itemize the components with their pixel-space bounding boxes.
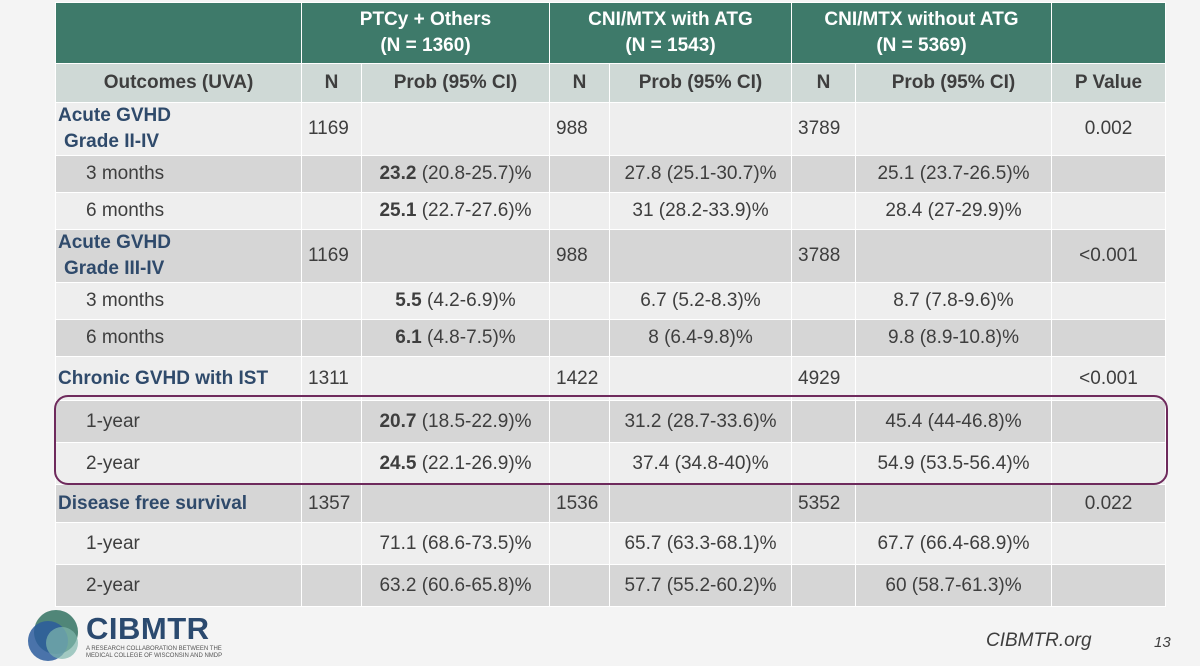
table-row: 3 months 5.5 (4.2-6.9)% 6.7 (5.2-8.3)% 8… xyxy=(55,282,1166,320)
prob-cell: 9.8 (8.9-10.8)% xyxy=(855,319,1052,357)
section-label: Chronic GVHD with IST xyxy=(55,356,302,401)
col-pvalue: P Value xyxy=(1051,63,1166,103)
prob-cell: 60 (58.7-61.3)% xyxy=(855,564,1052,607)
row-label: 3 months xyxy=(55,282,302,320)
group-header-ptcy: PTCy + Others (N = 1360) xyxy=(301,2,550,64)
prob-cell: 67.7 (66.4-68.9)% xyxy=(855,522,1052,565)
p-value: 0.022 xyxy=(1051,484,1166,523)
section-row: Acute GVHD Grade II-IV 1169 988 3789 0.00… xyxy=(55,102,1166,156)
group-header-no-atg: CNI/MTX without ATG (N = 5369) xyxy=(791,2,1052,64)
n-cell: 1169 xyxy=(301,102,362,156)
prob-cell: 8.7 (7.8-9.6)% xyxy=(855,282,1052,320)
n-cell: 1311 xyxy=(301,356,362,401)
row-label: 6 months xyxy=(55,319,302,357)
row-label: 3 months xyxy=(55,155,302,193)
n-cell: 3789 xyxy=(791,102,856,156)
chronic-gvhd-highlight xyxy=(54,395,1168,485)
row-label: 6 months xyxy=(55,192,302,230)
n-cell: 1536 xyxy=(549,484,610,523)
p-value: 0.002 xyxy=(1051,102,1166,156)
col-prob: Prob (95% CI) xyxy=(609,63,792,103)
table-row: 6 months 25.1 (22.7-27.6)% 31 (28.2-33.9… xyxy=(55,192,1166,230)
col-n: N xyxy=(301,63,362,103)
table-row: 1-year 20.7 (18.5-22.9)% 31.2 (28.7-33.6… xyxy=(55,400,1166,443)
prob-cell: 24.5 (22.1-26.9)% xyxy=(361,442,550,485)
group-header-row: PTCy + Others (N = 1360) CNI/MTX with ATG… xyxy=(55,2,1166,64)
header-blank-pvalue xyxy=(1051,2,1166,64)
p-value: <0.001 xyxy=(1051,356,1166,401)
cibmtr-logo-icon xyxy=(28,610,78,661)
page-number: 13 xyxy=(1154,634,1171,651)
prob-cell: 57.7 (55.2-60.2)% xyxy=(609,564,792,607)
n-cell: 1357 xyxy=(301,484,362,523)
prob-cell: 5.5 (4.2-6.9)% xyxy=(361,282,550,320)
prob-cell: 20.7 (18.5-22.9)% xyxy=(361,400,550,443)
logo-name: CIBMTR xyxy=(86,611,210,646)
table-row: 1-year 71.1 (68.6-73.5)% 65.7 (63.3-68.1… xyxy=(55,522,1166,565)
section-label: Acute GVHD Grade III-IV xyxy=(55,229,302,283)
logo-tagline: A research collaboration between the Med… xyxy=(86,646,223,659)
n-cell: 1422 xyxy=(549,356,610,401)
row-label: 2-year xyxy=(55,442,302,485)
prob-cell: 63.2 (60.6-65.8)% xyxy=(361,564,550,607)
n-cell: 3788 xyxy=(791,229,856,283)
section-label: Acute GVHD Grade II-IV xyxy=(55,102,302,156)
col-n: N xyxy=(549,63,610,103)
section-row: Disease free survival 1357 1536 5352 0.0… xyxy=(55,484,1166,523)
section-label: Disease free survival xyxy=(55,484,302,523)
table-row: 2-year 63.2 (60.6-65.8)% 57.7 (55.2-60.2… xyxy=(55,564,1166,607)
p-value: <0.001 xyxy=(1051,229,1166,283)
prob-cell: 25.1 (23.7-26.5)% xyxy=(855,155,1052,193)
prob-cell: 45.4 (44-46.8)% xyxy=(855,400,1052,443)
prob-cell: 8 (6.4-9.8)% xyxy=(609,319,792,357)
row-label: 2-year xyxy=(55,564,302,607)
prob-cell: 37.4 (34.8-40)% xyxy=(609,442,792,485)
prob-cell: 28.4 (27-29.9)% xyxy=(855,192,1052,230)
n-cell: 4929 xyxy=(791,356,856,401)
prob-cell: 6.7 (5.2-8.3)% xyxy=(609,282,792,320)
n-cell: 988 xyxy=(549,229,610,283)
col-prob: Prob (95% CI) xyxy=(855,63,1052,103)
footer-url[interactable]: CIBMTR.org xyxy=(986,630,1092,651)
n-cell: 5352 xyxy=(791,484,856,523)
table-row: 2-year 24.5 (22.1-26.9)% 37.4 (34.8-40)%… xyxy=(55,442,1166,485)
col-n: N xyxy=(791,63,856,103)
prob-cell: 25.1 (22.7-27.6)% xyxy=(361,192,550,230)
group-header-atg: CNI/MTX with ATG (N = 1543) xyxy=(549,2,792,64)
table-row: 3 months 23.2 (20.8-25.7)% 27.8 (25.1-30… xyxy=(55,155,1166,193)
prob-cell: 71.1 (68.6-73.5)% xyxy=(361,522,550,565)
header-blank xyxy=(55,2,302,64)
n-cell: 988 xyxy=(549,102,610,156)
col-prob: Prob (95% CI) xyxy=(361,63,550,103)
col-outcomes: Outcomes (UVA) xyxy=(55,63,302,103)
section-row: Acute GVHD Grade III-IV 1169 988 3788 <0.… xyxy=(55,229,1166,283)
row-label: 1-year xyxy=(55,522,302,565)
row-label: 1-year xyxy=(55,400,302,443)
prob-cell: 31 (28.2-33.9)% xyxy=(609,192,792,230)
prob-cell: 65.7 (63.3-68.1)% xyxy=(609,522,792,565)
n-cell: 1169 xyxy=(301,229,362,283)
prob-cell: 6.1 (4.8-7.5)% xyxy=(361,319,550,357)
prob-cell: 27.8 (25.1-30.7)% xyxy=(609,155,792,193)
column-header-row: Outcomes (UVA) N Prob (95% CI) N Prob (9… xyxy=(55,63,1166,103)
outcomes-table: PTCy + Others (N = 1360) CNI/MTX with ATG… xyxy=(55,2,1166,607)
section-row: Chronic GVHD with IST 1311 1422 4929 <0.… xyxy=(55,356,1166,401)
table-row: 6 months 6.1 (4.8-7.5)% 8 (6.4-9.8)% 9.8… xyxy=(55,319,1166,357)
prob-cell: 54.9 (53.5-56.4)% xyxy=(855,442,1052,485)
prob-cell: 23.2 (20.8-25.7)% xyxy=(361,155,550,193)
